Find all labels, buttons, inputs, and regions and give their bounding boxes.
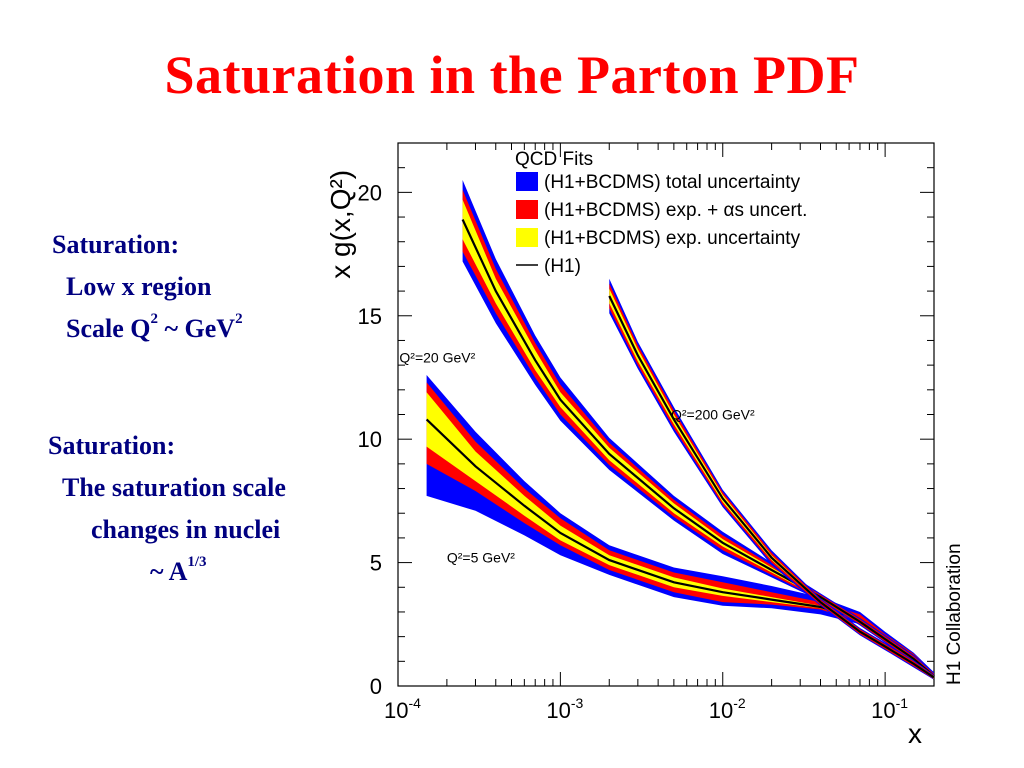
- a-sup: 1/3: [187, 554, 207, 570]
- x-axis-title: x: [908, 718, 922, 749]
- y-tick-label: 20: [358, 180, 382, 205]
- tick-base: 10: [384, 698, 408, 723]
- note-line: The saturation scale: [62, 473, 286, 502]
- y-axis-title: x g(x,Q²): [325, 170, 356, 279]
- saturation-note-nuclei: Saturation: The saturation scale changes…: [48, 425, 378, 593]
- x-tick-label: 10-1: [871, 695, 908, 723]
- tick-exponent: -1: [896, 695, 909, 711]
- labels-layer: Q²=5 GeV² Q²=20 GeV² Q²=200 GeV²: [399, 350, 755, 566]
- series-label: Q²=5 GeV²: [447, 550, 515, 566]
- legend-label: (H1+BCDMS) exp. + αs uncert.: [544, 200, 807, 221]
- tick-exponent: -2: [733, 695, 746, 711]
- legend-swatch: [516, 200, 538, 219]
- saturation-note-low-x: Saturation: Low x region Scale Q2 ~ GeV2: [52, 224, 352, 350]
- slide-title: Saturation in the Parton PDF: [164, 45, 860, 105]
- note-line-a-scaling: ~ A1/3: [48, 551, 378, 593]
- legend-title: QCD Fits: [515, 149, 593, 170]
- collaboration-label: H1 Collaboration: [944, 543, 965, 685]
- note-line-scale: Scale Q2 ~ GeV2: [52, 308, 352, 350]
- y-tick-label: 5: [370, 551, 382, 576]
- x-tick-label: 10-4: [384, 695, 421, 723]
- series-label: Q²=200 GeV²: [671, 406, 755, 422]
- x-tick-label: 10-3: [546, 695, 583, 723]
- scale-mid: ~ GeV: [158, 314, 236, 343]
- bands-layer: [425, 180, 935, 680]
- tick-base: 10: [871, 698, 895, 723]
- legend-swatch: [516, 172, 538, 191]
- h1-fit-line: [461, 219, 935, 677]
- note-heading: Saturation:: [48, 431, 176, 460]
- y-tick-label: 15: [358, 304, 382, 329]
- h1-fit-line: [608, 295, 935, 679]
- legend-swatch: [516, 228, 538, 247]
- tick-exponent: -4: [408, 695, 421, 711]
- legend-label: (H1+BCDMS) total uncertainty: [544, 172, 801, 193]
- a-prefix: ~ A: [150, 557, 188, 586]
- x-tick-label: 10-2: [709, 695, 746, 723]
- y-tick-label: 0: [370, 674, 382, 699]
- legend: QCD Fits(H1+BCDMS) total uncertainty (H1+…: [515, 149, 807, 277]
- scale-prefix: Scale Q: [66, 314, 151, 343]
- tick-base: 10: [546, 698, 570, 723]
- exp-uncertainty-band: [426, 392, 934, 678]
- tick-base: 10: [709, 698, 733, 723]
- tick-exponent: -3: [571, 695, 584, 711]
- series-label: Q²=20 GeV²: [399, 350, 475, 366]
- note-heading: Saturation:: [52, 230, 180, 259]
- scale-sup: 2: [235, 311, 243, 327]
- legend-label: (H1+BCDMS) exp. uncertainty: [544, 228, 801, 249]
- note-line: changes in nuclei: [91, 515, 281, 544]
- y-tick-label: 10: [358, 427, 382, 452]
- note-line: Low x region: [66, 272, 212, 301]
- scale-sup: 2: [150, 311, 159, 327]
- legend-label: (H1): [544, 256, 581, 277]
